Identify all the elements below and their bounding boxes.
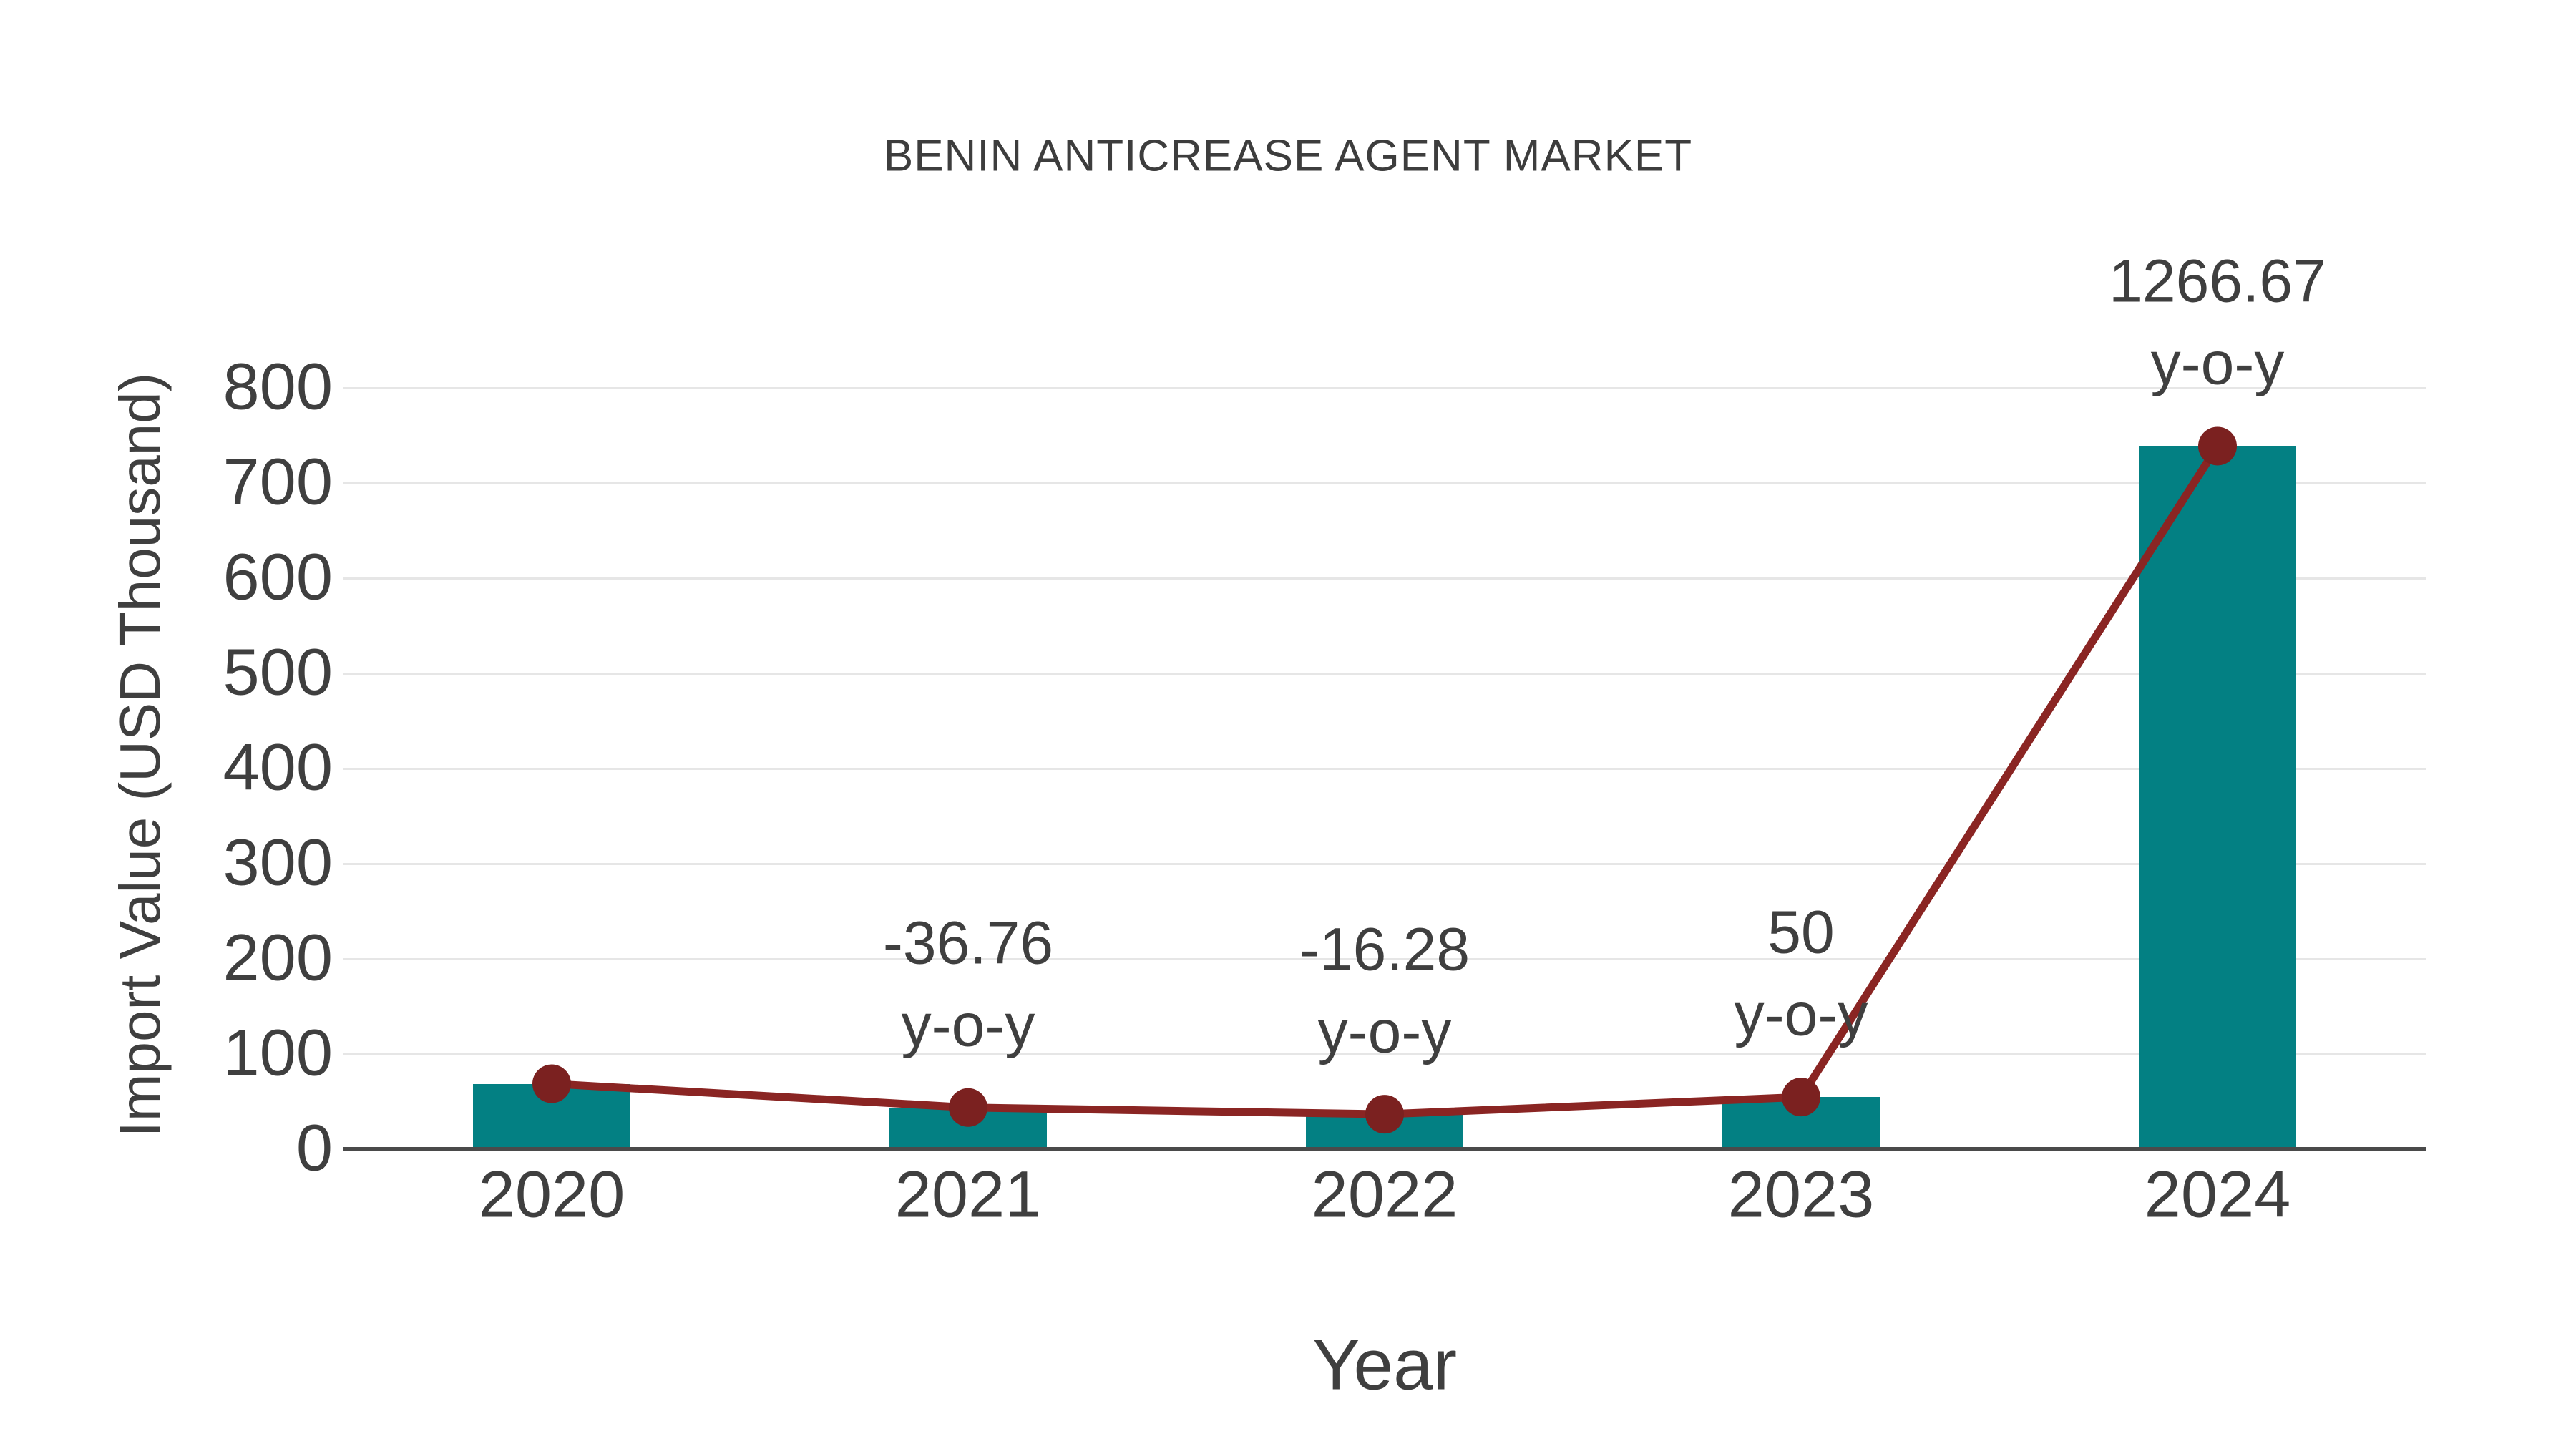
y-tick-label: 400 <box>223 731 333 804</box>
y-tick-label: 0 <box>296 1111 333 1185</box>
gridline <box>343 1053 2426 1055</box>
y-tick-label: 600 <box>223 540 333 614</box>
gridline <box>343 482 2426 484</box>
y-tick-label: 800 <box>223 350 333 424</box>
annotation-suffix-2022: y-o-y <box>1317 997 1452 1065</box>
annotation-suffix-2021: y-o-y <box>901 991 1035 1059</box>
annotation-value-2021: -36.76 <box>882 909 1054 977</box>
line-marker-2024 <box>2198 426 2237 466</box>
x-tick-label-2020: 2020 <box>478 1158 625 1231</box>
annotation-value-2022: -16.28 <box>1299 915 1470 983</box>
gridline <box>343 863 2426 865</box>
gridline <box>343 958 2426 960</box>
y-tick-label: 100 <box>223 1016 333 1090</box>
y-tick-label: 700 <box>223 445 333 519</box>
y-tick-label: 500 <box>223 635 333 709</box>
x-axis-title: Year <box>1312 1324 1458 1405</box>
x-tick-label-2024: 2024 <box>2144 1158 2291 1231</box>
y-tick-label: 200 <box>223 921 333 995</box>
y-tick-label: 300 <box>223 826 333 899</box>
annotation-value-2023: 50 <box>1767 898 1835 966</box>
x-axis-line <box>343 1147 2426 1151</box>
gridline <box>343 768 2426 770</box>
chart-title: BENIN ANTICREASE AGENT MARKET <box>883 131 1693 181</box>
gridline <box>343 387 2426 389</box>
annotation-suffix-2024: y-o-y <box>2150 329 2285 397</box>
line-marker-2023 <box>1782 1078 1820 1117</box>
bar-2024 <box>2139 446 2296 1148</box>
annotation-value-2024: 1266.67 <box>2109 247 2326 315</box>
x-tick-label-2022: 2022 <box>1311 1158 1458 1231</box>
gridline <box>343 577 2426 580</box>
annotation-suffix-2023: y-o-y <box>1734 980 1868 1048</box>
x-tick-label-2023: 2023 <box>1727 1158 1875 1231</box>
line-marker-2020 <box>532 1064 571 1103</box>
line-marker-2022 <box>1365 1095 1404 1134</box>
x-tick-label-2021: 2021 <box>894 1158 1042 1231</box>
gridline <box>343 673 2426 675</box>
line-marker-2021 <box>949 1088 987 1127</box>
